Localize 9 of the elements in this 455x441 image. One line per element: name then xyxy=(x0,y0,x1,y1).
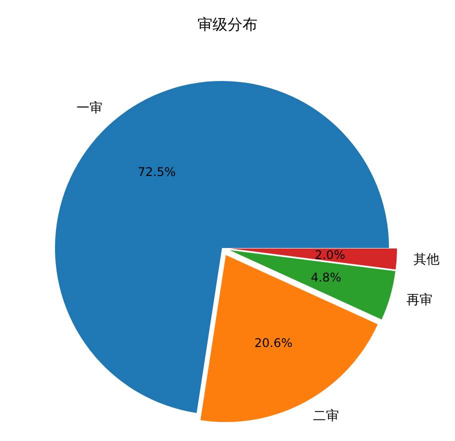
data-label: 2.0% xyxy=(314,248,346,262)
data-label: 4.8% xyxy=(310,270,342,285)
chart-title: 审级分布 xyxy=(198,16,258,34)
slice-label: 二审 xyxy=(313,408,340,424)
slice-label: 再审 xyxy=(406,292,432,308)
slice-label: 其他 xyxy=(413,252,440,268)
slice-label: 一审 xyxy=(76,100,102,116)
data-label: 72.5% xyxy=(138,164,176,179)
data-label: 20.6% xyxy=(254,336,292,350)
